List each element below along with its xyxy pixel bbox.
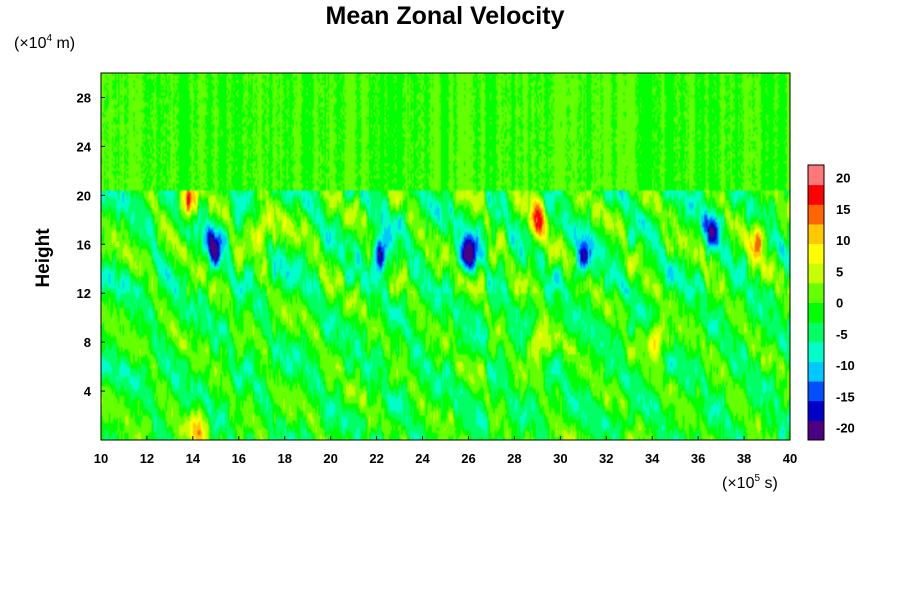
colorbar-swatch	[808, 341, 824, 362]
y-tick-label: 16	[77, 237, 91, 252]
x-tick-label: 18	[277, 451, 291, 466]
x-tick-label: 34	[645, 451, 660, 466]
colorbar-swatch	[808, 165, 824, 186]
y-axis-label: Height	[33, 228, 54, 288]
colorbar-tick-label: 5	[836, 264, 843, 279]
colorbar-tick-label: -20	[836, 421, 855, 436]
colorbar-tick-label: -15	[836, 389, 855, 404]
y-tick-label: 24	[77, 139, 92, 154]
x-tick-label: 22	[369, 451, 383, 466]
x-tick-label: 20	[323, 451, 337, 466]
colorbar-swatch	[808, 322, 824, 343]
colorbar-frame	[807, 164, 825, 441]
colorbar-swatch	[808, 204, 824, 225]
x-tick-label: 10	[94, 451, 108, 466]
x-tick-label: 14	[186, 451, 201, 466]
heatmap-field	[101, 73, 790, 440]
x-axis-ticks: 10 12 14 16 18 20 22 24 26 28 30 32 34 36 38 40	[94, 436, 797, 466]
x-tick-label: 32	[599, 451, 613, 466]
y-tick-label: 20	[77, 188, 91, 203]
colorbar-tick-label: 15	[836, 202, 850, 217]
x-unit-label: (×105 s)	[722, 473, 778, 492]
colorbar-swatch	[808, 243, 824, 264]
x-tick-label: 30	[553, 451, 567, 466]
colorbar-swatch	[808, 420, 824, 441]
colorbar-swatch	[808, 223, 824, 245]
y-unit-label: (×104 m)	[14, 33, 75, 52]
x-tick-label: 40	[783, 451, 797, 466]
x-tick-label: 26	[461, 451, 475, 466]
colorbar: 20 15 10 5 0 -5 -10 -15 -20	[807, 164, 855, 441]
plot-area	[100, 72, 791, 441]
colorbar-swatch	[808, 400, 824, 421]
x-tick-label: 36	[691, 451, 705, 466]
colorbar-swatch	[808, 361, 824, 382]
colorbar-tick-label: 10	[836, 233, 850, 248]
colorbar-tick-label: 0	[836, 296, 843, 311]
colorbar-swatch	[808, 184, 824, 205]
colorbar-tick-label: -10	[836, 358, 855, 373]
x-tick-label: 12	[140, 451, 154, 466]
x-tick-label: 38	[737, 451, 751, 466]
colorbar-swatch	[808, 282, 824, 303]
colorbar-tick-label: 20	[836, 171, 850, 186]
y-tick-label: 12	[77, 286, 91, 301]
y-tick-label: 8	[84, 335, 91, 350]
chart-title: Mean Zonal Velocity	[326, 2, 565, 30]
colorbar-tick-label: -5	[836, 327, 848, 342]
y-tick-label: 4	[84, 384, 92, 399]
colorbar-swatch	[808, 263, 824, 284]
x-tick-label: 16	[232, 451, 246, 466]
colorbar-swatch	[808, 381, 824, 402]
colorbar-swatch	[808, 302, 824, 323]
x-tick-label: 28	[507, 451, 521, 466]
y-axis-ticks: 4 8 12 16 20 24 28	[77, 90, 105, 399]
plot-frame	[100, 72, 791, 441]
y-tick-label: 28	[77, 90, 91, 105]
x-tick-label: 24	[415, 451, 430, 466]
